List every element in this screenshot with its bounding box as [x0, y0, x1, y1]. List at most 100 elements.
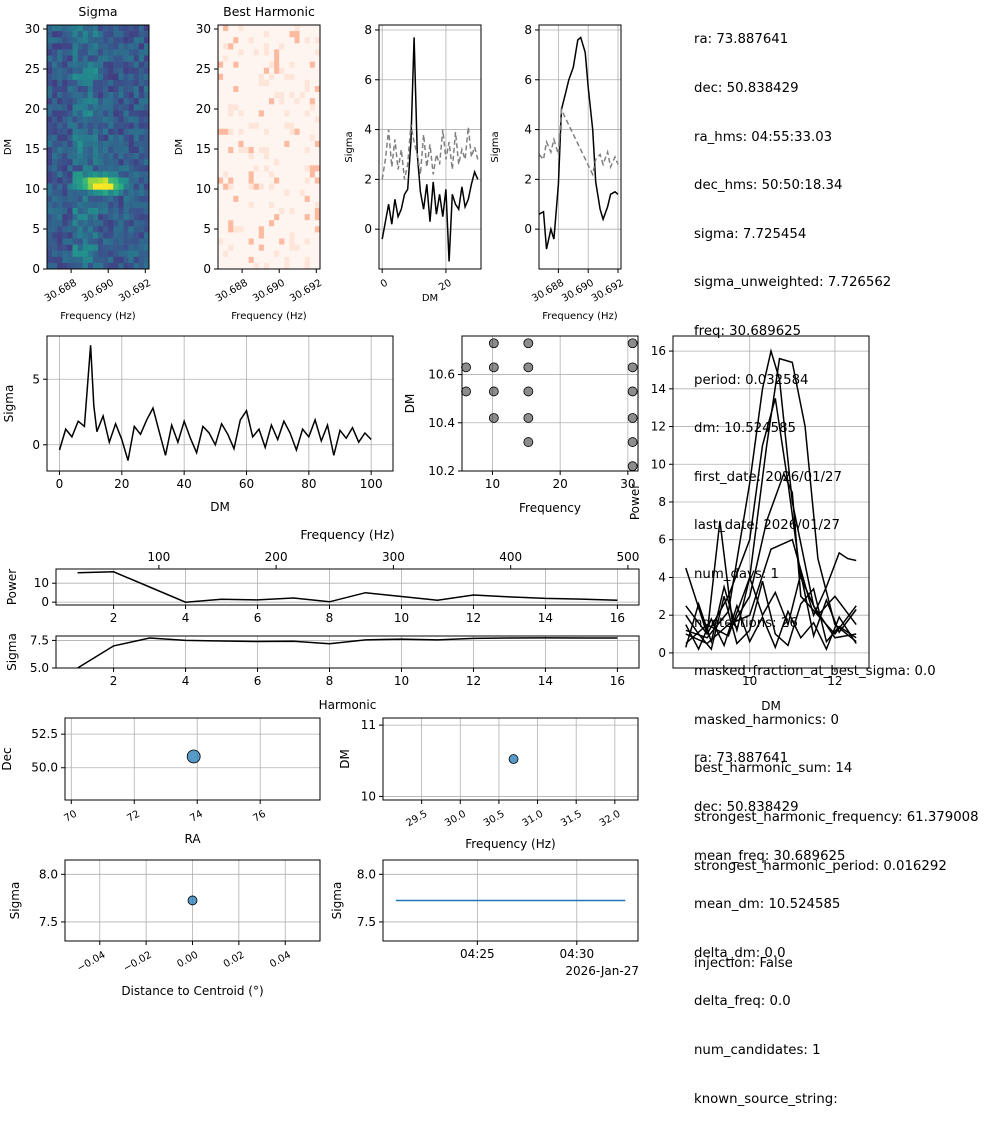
heatmap-cell — [123, 232, 129, 239]
heatmap-cell — [57, 238, 63, 245]
series-line-h7 — [685, 603, 857, 651]
heatmap-cell — [223, 214, 229, 221]
heatmap-cell — [67, 238, 73, 245]
heatmap-cell — [87, 165, 94, 172]
tick-label: 8.0 — [39, 867, 58, 881]
heatmap-cell — [309, 134, 316, 142]
heatmap-cell — [258, 134, 265, 142]
heatmap-cell — [274, 201, 280, 209]
tick-label: 30.0 — [443, 809, 468, 830]
heatmap-cell — [113, 171, 119, 178]
heatmap-cell — [118, 140, 124, 148]
heatmap-cell — [143, 226, 150, 233]
tick-label: 30.688 — [214, 278, 250, 305]
heatmap-cell — [314, 201, 321, 209]
heatmap-cell — [243, 98, 249, 105]
heatmap-cell — [92, 238, 99, 245]
heatmap-cell — [133, 128, 140, 136]
heatmap-cell — [67, 262, 73, 270]
heatmap-cell — [233, 98, 239, 105]
tick-label: −0.04 — [75, 950, 107, 975]
heatmap-cell — [269, 104, 275, 111]
heatmap-cell — [279, 177, 285, 184]
heatmap-cell — [299, 220, 305, 227]
heatmap-cell — [253, 73, 260, 81]
heatmap-cell — [233, 128, 239, 136]
heatmap-cell — [103, 147, 109, 154]
heatmap-cell — [82, 116, 89, 123]
heatmap-cell — [82, 92, 89, 99]
heatmap-cell — [143, 244, 150, 251]
heatmap-cell — [87, 153, 94, 160]
heatmap-cell — [233, 49, 239, 56]
heatmap-cell — [62, 147, 68, 154]
tick-label: 30.690 — [251, 278, 287, 305]
heatmap-cell — [47, 67, 53, 75]
heatmap-cell — [233, 73, 239, 81]
heatmap-cell — [258, 171, 265, 178]
heatmap-cell — [279, 140, 285, 148]
heatmap-cell — [263, 43, 270, 50]
heatmap-cell — [289, 189, 295, 197]
heatmap-cell — [263, 49, 270, 56]
heatmap-cell — [274, 49, 280, 56]
heatmap-cell — [238, 201, 244, 209]
heatmap-cell — [92, 49, 99, 56]
heatmap-cell — [294, 165, 300, 172]
heatmap-cell — [263, 61, 270, 68]
heatmap-cell — [52, 140, 58, 148]
heatmap-cell — [274, 214, 280, 221]
heatmap-cell — [133, 98, 140, 105]
heatmap-cell — [258, 195, 265, 203]
heatmap-cell — [103, 67, 109, 75]
info-line: dm: 10.524585 — [694, 421, 797, 437]
info-line: freq: 30.689625 — [694, 323, 802, 339]
heatmap-cell — [113, 73, 119, 81]
heatmap-cell — [123, 189, 129, 197]
heatmap-cell — [77, 171, 83, 178]
heatmap-cell — [233, 86, 239, 93]
heatmap-cell — [138, 43, 145, 50]
heatmap-cell — [279, 262, 285, 270]
heatmap-cell — [274, 104, 280, 111]
heatmap-cell — [223, 195, 229, 203]
heatmap-cell — [289, 153, 295, 160]
heatmap-cell — [294, 73, 300, 81]
heatmap-cell — [92, 208, 99, 215]
heatmap-cell — [82, 232, 89, 239]
tick-label: 16 — [651, 344, 666, 358]
plot-area — [77, 637, 618, 668]
heatmap-cell — [87, 31, 94, 38]
heatmap-cell — [238, 189, 244, 197]
heatmap-cell — [72, 177, 78, 184]
heatmap-cell — [138, 232, 145, 239]
heatmap-cell — [82, 238, 89, 245]
heatmap-cell — [72, 201, 78, 209]
info-line: num_candidates: 1 — [694, 1042, 821, 1058]
heatmap-cell — [67, 189, 73, 197]
heatmap-cell — [138, 171, 145, 178]
tick-label: 25 — [25, 62, 40, 76]
heatmap-cell — [47, 250, 53, 258]
heatmap-cell — [233, 250, 239, 258]
heatmap-cell — [62, 208, 68, 215]
heatmap-cell — [138, 189, 145, 197]
heatmap-cell — [253, 244, 260, 251]
heatmap-cell — [279, 116, 285, 123]
heatmap-cell — [253, 208, 260, 215]
tick-label: 12 — [827, 674, 842, 688]
heatmap-cell — [57, 73, 63, 81]
heatmap-cell — [314, 55, 321, 62]
heatmap-cell — [98, 31, 104, 38]
heatmap-cell — [47, 238, 53, 245]
heatmap-cell — [82, 104, 89, 111]
heatmap-cell — [284, 177, 290, 184]
heatmap-cell — [279, 73, 285, 81]
heatmap-cell — [133, 250, 140, 258]
heatmap-cell — [228, 128, 234, 136]
heatmap-cell — [304, 159, 311, 166]
heatmap-cell — [118, 208, 124, 215]
heatmap-cell — [47, 177, 53, 184]
heatmap-cell — [294, 61, 300, 68]
heatmap-cell — [258, 55, 265, 62]
